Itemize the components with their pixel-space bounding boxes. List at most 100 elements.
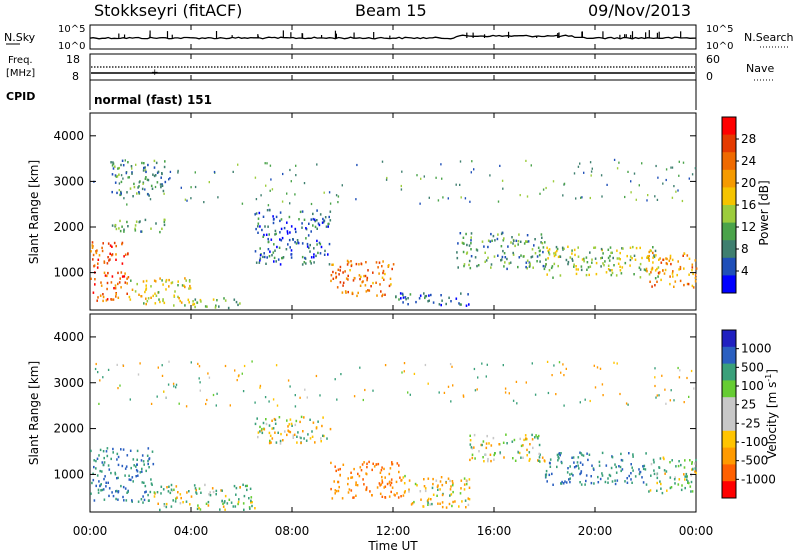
echo-cell — [422, 505, 425, 508]
echo-cell — [609, 254, 611, 258]
echo-cell — [573, 172, 576, 175]
echo-cell — [347, 477, 349, 480]
echo-cell — [438, 303, 441, 306]
echo-cell — [375, 463, 378, 466]
echo-cell — [527, 240, 530, 243]
echo-cell — [432, 493, 435, 496]
echo-cell — [526, 448, 528, 452]
echo-cell — [96, 457, 99, 460]
echo-cell — [198, 365, 201, 368]
echo-cell — [158, 298, 160, 301]
echo-cell — [194, 171, 196, 174]
echo-cell — [147, 447, 150, 450]
echo-cell — [439, 502, 441, 505]
echo-cell — [151, 483, 153, 486]
echo-cell — [365, 261, 367, 264]
echo-cell — [512, 253, 515, 256]
echo-cell — [229, 404, 231, 407]
echo-cell — [288, 215, 291, 219]
echo-cell — [306, 245, 309, 248]
echo-cell — [221, 499, 223, 503]
echo-cell — [579, 451, 581, 454]
echo-cell — [267, 225, 269, 228]
echo-cell — [678, 376, 681, 379]
echo-cell — [538, 253, 541, 257]
colorbar-segment — [722, 117, 736, 136]
echo-cell — [90, 449, 92, 453]
echo-cell — [259, 225, 261, 228]
echo-cell — [111, 190, 113, 194]
echo-cell — [559, 255, 562, 258]
echo-cell — [579, 481, 581, 484]
echo-cell — [476, 249, 479, 252]
echo-cell — [228, 498, 231, 501]
echo-cell — [256, 417, 258, 420]
echo-cell — [630, 463, 632, 466]
echo-cell — [573, 466, 576, 469]
echo-cell — [508, 392, 510, 395]
echo-cell — [207, 504, 210, 507]
echo-cell — [153, 495, 156, 498]
echo-cell — [654, 269, 657, 272]
echo-cell — [317, 420, 319, 423]
echo-cell — [310, 256, 313, 259]
echo-cell — [268, 424, 271, 427]
echo-cell — [142, 182, 144, 185]
echo-cell — [359, 366, 361, 369]
echo-cell — [366, 465, 368, 469]
echo-cell — [404, 474, 406, 478]
echo-cell — [647, 256, 650, 260]
echo-cell — [687, 480, 689, 483]
echo-cell — [589, 161, 592, 164]
freq-left-tick-high: 18 — [66, 53, 80, 66]
echo-cell — [569, 477, 571, 480]
echo-cell — [520, 444, 523, 448]
echo-cell — [539, 192, 541, 195]
echo-cell — [546, 360, 549, 363]
echo-cell — [246, 488, 248, 492]
echo-cell — [112, 161, 114, 164]
echo-cell — [271, 427, 273, 430]
echo-cell — [319, 213, 322, 216]
echo-cell — [103, 271, 106, 274]
echo-cell — [185, 500, 188, 503]
echo-cell — [504, 387, 507, 390]
echo-cell — [381, 495, 384, 498]
echo-cell — [619, 392, 621, 396]
echo-cell — [279, 231, 281, 234]
echo-cell — [135, 468, 138, 472]
echo-cell — [322, 434, 324, 437]
echo-cell — [325, 225, 328, 228]
echo-cell — [350, 471, 352, 474]
echo-cell — [691, 173, 694, 176]
echo-cell — [123, 275, 126, 278]
echo-cell — [694, 259, 697, 262]
echo-cell — [301, 226, 303, 229]
echo-cell — [648, 250, 650, 254]
echo-cell — [311, 435, 314, 438]
echo-cell — [651, 266, 654, 270]
echo-cell — [646, 256, 648, 259]
echo-cell — [414, 482, 417, 486]
echo-cell — [275, 441, 278, 444]
echo-cell — [122, 164, 125, 167]
echo-cell — [280, 218, 283, 221]
echo-cell — [630, 478, 632, 481]
echo-cell — [575, 465, 577, 468]
echo-cell — [544, 265, 547, 268]
echo-cell — [463, 263, 466, 266]
echo-cell — [335, 490, 338, 493]
echo-cell — [655, 164, 657, 168]
echo-cell — [355, 198, 357, 201]
echo-cell — [573, 265, 575, 268]
echo-cell — [120, 163, 122, 167]
echo-cell — [110, 457, 112, 461]
echo-cell — [127, 161, 129, 164]
echo-cell — [359, 466, 362, 469]
echo-cell — [335, 469, 337, 473]
echo-cell — [352, 279, 355, 282]
echo-cell — [526, 437, 528, 441]
echo-cell — [111, 224, 114, 227]
echo-cell — [293, 433, 296, 436]
echo-cell — [185, 279, 187, 282]
